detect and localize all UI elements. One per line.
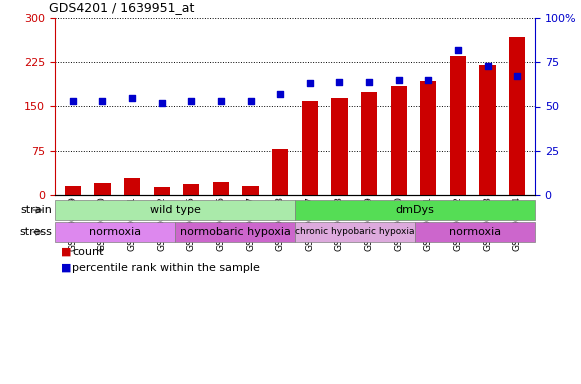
Point: [187, 98, 196, 104]
Bar: [415, 222, 535, 242]
Point: [364, 79, 374, 85]
Text: dmDys: dmDys: [396, 205, 435, 215]
Point: [68, 98, 77, 104]
Bar: [124, 179, 140, 195]
Bar: [175, 222, 295, 242]
Bar: [302, 101, 318, 195]
Bar: [450, 56, 466, 195]
Text: wild type: wild type: [149, 205, 200, 215]
Text: chronic hypobaric hypoxia: chronic hypobaric hypoxia: [295, 227, 415, 237]
Text: GDS4201 / 1639951_at: GDS4201 / 1639951_at: [49, 1, 195, 14]
Bar: [55, 200, 295, 220]
Bar: [331, 98, 347, 195]
Bar: [420, 81, 436, 195]
Bar: [242, 186, 259, 195]
Bar: [272, 149, 288, 195]
Text: normobaric hypoxia: normobaric hypoxia: [180, 227, 290, 237]
Point: [127, 94, 137, 101]
Point: [512, 73, 522, 79]
Text: normoxia: normoxia: [449, 227, 501, 237]
Point: [157, 100, 166, 106]
Point: [246, 98, 255, 104]
Text: normoxia: normoxia: [89, 227, 141, 237]
Point: [483, 63, 492, 69]
Point: [424, 77, 433, 83]
Text: strain: strain: [20, 205, 52, 215]
Point: [305, 80, 314, 86]
Bar: [479, 65, 496, 195]
Point: [98, 98, 107, 104]
Bar: [183, 184, 199, 195]
Point: [275, 91, 285, 97]
Text: ■: ■: [61, 263, 71, 273]
Text: ■: ■: [61, 247, 71, 257]
Bar: [390, 86, 407, 195]
Point: [335, 79, 344, 85]
Bar: [213, 182, 229, 195]
Bar: [295, 222, 415, 242]
Bar: [509, 37, 525, 195]
Bar: [295, 200, 535, 220]
Text: count: count: [73, 247, 104, 257]
Point: [453, 47, 462, 53]
Bar: [64, 186, 81, 195]
Text: stress: stress: [19, 227, 52, 237]
Bar: [361, 92, 377, 195]
Bar: [153, 187, 170, 195]
Point: [394, 77, 403, 83]
Point: [216, 98, 225, 104]
Bar: [55, 222, 175, 242]
Bar: [94, 183, 110, 195]
Text: percentile rank within the sample: percentile rank within the sample: [73, 263, 260, 273]
